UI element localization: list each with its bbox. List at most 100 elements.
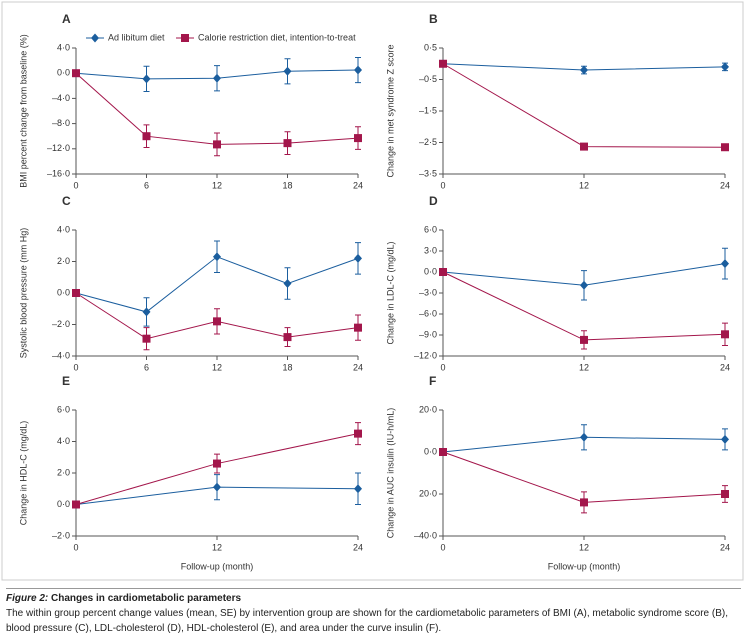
marker (72, 500, 80, 509)
y-tick-label: 3·0 (424, 245, 437, 255)
caption-label: Figure 2: (6, 593, 49, 604)
y-tick-label: 6·0 (57, 404, 70, 414)
panel-label: F (429, 374, 436, 388)
y-axis-label: BMI percent change from baseline (%) (18, 34, 28, 188)
x-tick-label: 0 (73, 542, 78, 552)
x-tick-label: 24 (720, 362, 730, 372)
marker (354, 429, 362, 438)
y-tick-label: –2·5 (419, 137, 437, 147)
x-tick-label: 18 (282, 362, 292, 372)
x-tick-label: 24 (353, 180, 363, 190)
y-axis-label: Systolic blood pressure (mm Hg) (18, 228, 28, 359)
marker (721, 62, 729, 72)
y-axis-label: Change in LDL-C (mg/dL) (385, 241, 395, 344)
y-tick-label: –1·5 (419, 105, 437, 115)
panel-label: D (429, 194, 438, 208)
marker (354, 484, 362, 494)
y-tick-label: 6·0 (424, 224, 437, 234)
y-tick-label: –12·0 (414, 350, 437, 360)
marker (283, 139, 292, 148)
x-axis-label: Follow-up (month) (181, 561, 254, 571)
marker (213, 459, 221, 468)
x-tick-label: 6 (144, 180, 149, 190)
y-tick-label: –9·0 (419, 329, 437, 339)
caption: Figure 2: Changes in cardiometabolic par… (6, 588, 741, 636)
x-tick-label: 0 (440, 180, 445, 190)
marker (213, 482, 221, 492)
y-tick-label: –16·0 (47, 168, 70, 178)
marker (721, 330, 729, 339)
legend-marker (181, 34, 189, 42)
y-tick-label: 2·0 (57, 256, 70, 266)
frame (1, 1, 744, 581)
y-tick-label: 2·0 (57, 467, 70, 477)
x-tick-label: 0 (440, 362, 445, 372)
y-tick-label: 0·5 (424, 42, 437, 52)
y-axis-label: Change in met syndrome Z score (385, 44, 395, 177)
y-axis-label: Change in AUC insulin (IU-h/mL) (385, 408, 395, 539)
x-tick-label: 24 (353, 362, 363, 372)
marker (142, 132, 151, 141)
y-tick-label: 0·0 (57, 68, 70, 78)
y-tick-label: –8·0 (52, 118, 70, 128)
y-tick-label: –2·0 (52, 530, 70, 540)
marker (213, 317, 221, 326)
marker (721, 259, 729, 269)
x-tick-label: 12 (212, 542, 222, 552)
marker (721, 143, 729, 152)
marker (580, 142, 588, 151)
marker (213, 73, 221, 83)
y-tick-label: 0·0 (424, 446, 437, 456)
y-tick-label: –0·5 (419, 74, 437, 84)
x-tick-label: 18 (282, 180, 292, 190)
x-tick-label: 0 (440, 542, 445, 552)
x-tick-label: 12 (579, 542, 589, 552)
marker (580, 498, 588, 507)
marker (439, 59, 447, 68)
x-axis-label: Follow-up (month) (548, 561, 621, 571)
x-tick-label: 12 (579, 362, 589, 372)
x-tick-label: 6 (144, 362, 149, 372)
panel-label: B (429, 12, 438, 26)
marker (142, 307, 151, 317)
x-tick-label: 0 (73, 180, 78, 190)
marker (283, 333, 292, 342)
marker (580, 65, 588, 75)
y-tick-label: 4·0 (57, 42, 70, 52)
y-tick-label: –4·0 (52, 350, 70, 360)
marker (721, 490, 729, 498)
y-tick-label: 0·0 (424, 266, 437, 276)
marker (354, 65, 362, 75)
y-tick-label: –2·0 (52, 319, 70, 329)
marker (439, 268, 447, 276)
marker (580, 335, 588, 344)
x-tick-label: 24 (720, 180, 730, 190)
legend-label: Calorie restriction diet, intention-to-t… (198, 32, 356, 42)
legend-marker (91, 33, 99, 43)
marker (580, 280, 588, 290)
x-tick-label: 12 (212, 362, 222, 372)
x-tick-label: 0 (73, 362, 78, 372)
x-tick-label: 24 (353, 542, 363, 552)
marker (142, 74, 151, 84)
marker (580, 432, 588, 442)
caption-text: The within group percent change values (… (6, 608, 729, 634)
marker (439, 448, 447, 456)
panel-label: C (62, 194, 71, 208)
marker (213, 252, 221, 262)
y-tick-label: –3·0 (419, 287, 437, 297)
x-tick-label: 12 (212, 180, 222, 190)
marker (721, 434, 729, 444)
panel-label: E (62, 374, 70, 388)
marker (72, 289, 80, 297)
y-tick-label: –3·5 (419, 168, 437, 178)
marker (354, 323, 362, 332)
marker (283, 279, 292, 289)
marker (213, 140, 221, 149)
y-tick-label: 4·0 (57, 436, 70, 446)
y-tick-label: –40·0 (414, 530, 437, 540)
y-tick-label: 20·0 (419, 404, 437, 414)
charts: A BMI percent change from baseline (%) 4·0… (1, 1, 744, 581)
x-tick-label: 24 (720, 542, 730, 552)
